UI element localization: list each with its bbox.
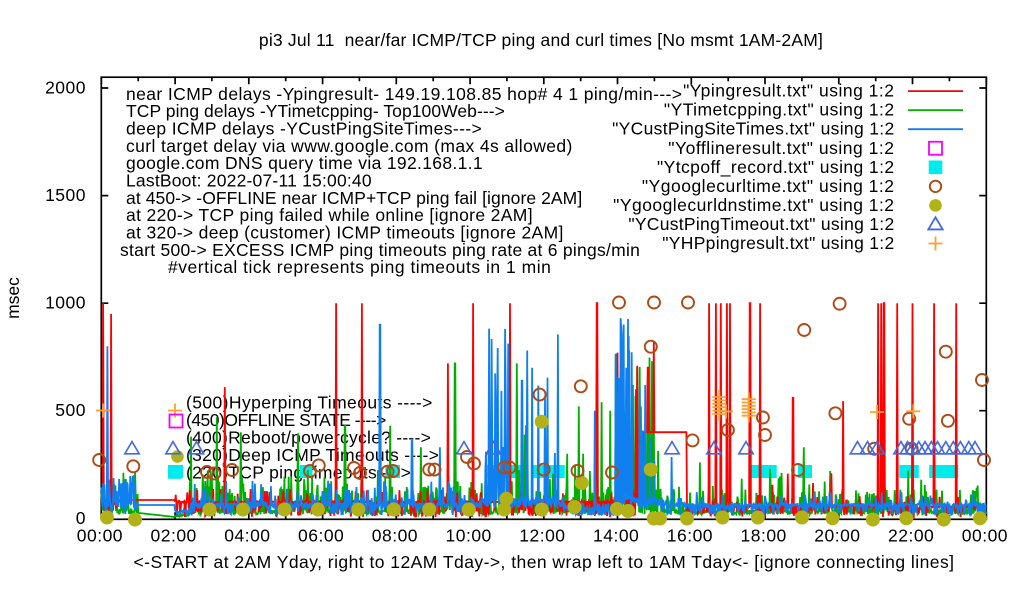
svg-text:12:00: 12:00 [519,526,565,546]
svg-text:1500: 1500 [45,185,86,205]
svg-text:02:00: 02:00 [151,526,197,546]
svg-text:04:00: 04:00 [224,526,270,546]
svg-text:LastBoot: 2022-07-11 15:00:40: LastBoot: 2022-07-11 15:00:40 [126,171,372,191]
svg-text:500: 500 [55,400,86,420]
svg-text:"Ygooglecurldnstime.txt" using: "Ygooglecurldnstime.txt" using 1:2 [613,195,894,215]
svg-text:google.com DNS query time via: google.com DNS query time via 192.168.1.… [126,153,483,173]
svg-text:08:00: 08:00 [372,526,418,546]
svg-text:"Ytcpoff_record.txt" using 1:2: "Ytcpoff_record.txt" using 1:2 [657,157,894,178]
svg-text:TCP ping delays -YTimetcpping-: TCP ping delays -YTimetcpping- Top100Web… [126,101,505,121]
svg-text:"Ygooglecurltime.txt" using 1:: "Ygooglecurltime.txt" using 1:2 [642,176,895,196]
svg-text:20:00: 20:00 [814,526,860,546]
svg-text:00:00: 00:00 [77,526,123,546]
svg-text:10:00: 10:00 [446,526,492,546]
svg-text:at 220-> TCP ping failed while: at 220-> TCP ping failed while online [i… [126,205,533,225]
svg-text:near ICMP delays -Ypingresult-: near ICMP delays -Ypingresult- 149.19.10… [126,84,682,104]
svg-text:2000: 2000 [45,78,86,98]
svg-text:"YHPpingresult.txt" using 1:2: "YHPpingresult.txt" using 1:2 [662,233,894,253]
svg-text:18:00: 18:00 [741,526,787,546]
svg-text:1000: 1000 [45,293,86,313]
svg-text:00:00: 00:00 [962,526,1008,546]
svg-text:"YCustPingTimeout.txt" using 1: "YCustPingTimeout.txt" using 1:2 [628,214,894,234]
svg-text:at 450-> -OFFLINE near ICMP+TC: at 450-> -OFFLINE near ICMP+TCP ping fai… [126,188,582,208]
svg-text:"Ypingresult.txt" using 1:2: "Ypingresult.txt" using 1:2 [683,81,894,101]
svg-text:06:00: 06:00 [298,526,344,546]
svg-text:(400)Reboot/powercycle? ---->: (400)Reboot/powercycle? ----> [186,428,431,448]
svg-text:msec: msec [3,277,23,319]
svg-text:deep ICMP delays -YCustPingSit: deep ICMP delays -YCustPingSiteTimes---> [126,119,482,139]
svg-text:(320)Deep ICMP Timeouts ---->: (320)Deep ICMP Timeouts ----> [186,445,439,465]
svg-text:curl target delay via www.goog: curl target delay via www.google.com (ma… [126,136,573,156]
svg-text:<-START at 2AM Yday, right to: <-START at 2AM Yday, right to 12AM Tday-… [133,552,954,572]
svg-text:#vertical tick represents ping: #vertical tick represents ping timeouts … [168,257,551,277]
svg-text:pi3 Jul 11 near/far ICMP/TCP: pi3 Jul 11 near/far ICMP/TCP ping and cu… [259,30,823,50]
svg-text:"Yofflineresult.txt" using 1:2: "Yofflineresult.txt" using 1:2 [668,138,894,158]
svg-text:start 500-> EXCESS ICMP ping t: start 500-> EXCESS ICMP ping timeouts pi… [120,240,640,260]
svg-text:"YCustPingSiteTimes.txt" using: "YCustPingSiteTimes.txt" using 1:2 [612,119,894,139]
svg-text:"YTimetcpping.txt" using 1:2: "YTimetcpping.txt" using 1:2 [664,100,895,120]
svg-text:0: 0 [76,508,86,528]
svg-text:22:00: 22:00 [888,526,934,546]
svg-text:(500)Hyperping Timeouts ---->: (500)Hyperping Timeouts ----> [186,393,433,413]
svg-text:14:00: 14:00 [593,526,639,546]
svg-text:16:00: 16:00 [667,526,713,546]
svg-text:at 320-> deep (customer) ICMP: at 320-> deep (customer) ICMP timeouts [… [126,223,564,243]
